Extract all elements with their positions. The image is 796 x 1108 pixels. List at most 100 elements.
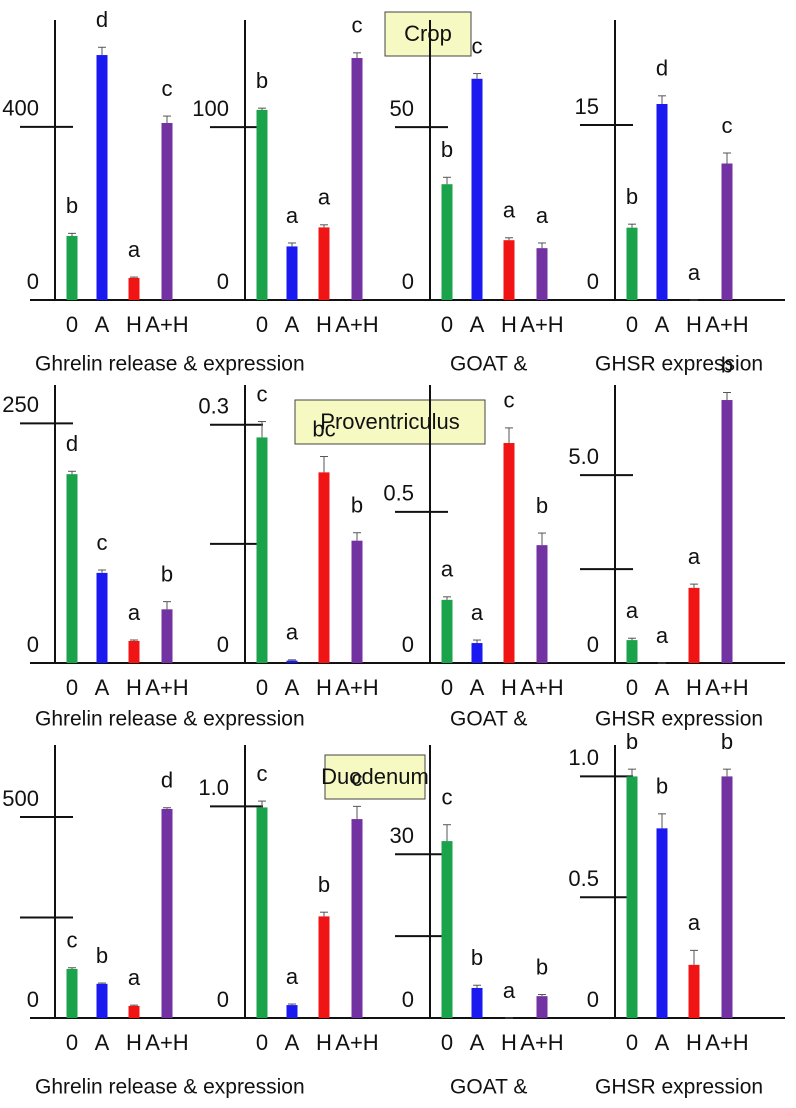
bar	[503, 443, 515, 663]
significance-letter: d	[66, 431, 78, 456]
x-tick-label: H	[686, 675, 702, 700]
x-tick-label: 0	[441, 1030, 453, 1055]
x-tick-label: H	[501, 1030, 517, 1055]
caption: Ghrelin release & expression	[35, 1076, 305, 1099]
bar	[688, 587, 700, 663]
significance-letter: b	[656, 774, 668, 799]
significance-letter: a	[471, 600, 484, 625]
bar	[286, 660, 298, 663]
bar	[626, 227, 638, 300]
x-tick-label: A+H	[705, 1030, 748, 1055]
x-tick-label: A	[95, 675, 110, 700]
significance-letter: c	[97, 530, 108, 555]
bar	[656, 104, 668, 300]
significance-letter: c	[442, 785, 453, 810]
y-tick-label: 0	[27, 987, 39, 1012]
bar	[96, 55, 108, 301]
bar	[256, 807, 268, 1018]
panel-title: Crop	[404, 21, 452, 46]
y-tick-label: 0	[217, 269, 229, 294]
y-tick-label: 0	[27, 632, 39, 657]
bar	[688, 964, 700, 1018]
significance-letter: b	[66, 193, 78, 218]
panel-title-box	[324, 754, 426, 800]
significance-letter: b	[536, 954, 548, 979]
y-tick-label: 1.0	[198, 775, 229, 800]
x-tick-label: 0	[256, 1030, 268, 1055]
significance-letter: c	[257, 761, 268, 786]
x-tick-label: 0	[441, 675, 453, 700]
caption: GOAT &	[450, 708, 527, 731]
x-tick-label: A	[655, 312, 670, 337]
caption: Ghrelin release & expression	[35, 353, 305, 376]
x-tick-label: A	[470, 1030, 485, 1055]
caption: GOAT &	[450, 353, 527, 376]
x-tick-label: H	[686, 1030, 702, 1055]
x-tick-label: H	[126, 1030, 142, 1055]
significance-letter: c	[162, 76, 173, 101]
bar	[351, 540, 363, 663]
x-tick-label: H	[686, 312, 702, 337]
x-tick-label: A	[285, 675, 300, 700]
significance-letter: c	[472, 33, 483, 58]
y-tick-label: 0	[402, 987, 414, 1012]
bar	[128, 1005, 140, 1018]
x-tick-label: H	[501, 312, 517, 337]
x-tick-label: H	[126, 312, 142, 337]
bar	[721, 163, 733, 300]
significance-letter: c	[352, 13, 363, 38]
bar	[536, 545, 548, 663]
x-tick-label: 0	[66, 675, 78, 700]
significance-letter: a	[128, 237, 141, 262]
caption: GHSR expression	[595, 1076, 763, 1099]
x-tick-label: A+H	[335, 1030, 378, 1055]
bar	[721, 400, 733, 663]
significance-letter: d	[656, 56, 668, 81]
x-tick-label: 0	[256, 312, 268, 337]
caption: GHSR expression	[595, 708, 763, 731]
y-tick-label: 1.0	[568, 745, 599, 770]
significance-letter: a	[128, 600, 141, 625]
bar	[351, 819, 363, 1018]
x-tick-label: 0	[626, 1030, 638, 1055]
y-tick-label: 0	[27, 269, 39, 294]
bar	[161, 808, 173, 1018]
y-tick-label: 0	[587, 269, 599, 294]
x-tick-label: A	[285, 312, 300, 337]
bar	[536, 248, 548, 300]
bar	[351, 58, 363, 301]
y-tick-label: 500	[2, 786, 39, 811]
bar	[721, 776, 733, 1018]
bar	[626, 776, 638, 1018]
x-tick-label: H	[316, 312, 332, 337]
significance-letter: b	[441, 137, 453, 162]
x-tick-label: A+H	[520, 675, 563, 700]
bar	[471, 78, 483, 300]
bar	[656, 828, 668, 1018]
significance-letter: a	[688, 910, 701, 935]
bar	[536, 996, 548, 1018]
x-tick-label: 0	[256, 675, 268, 700]
panel-title-box	[384, 11, 472, 57]
x-tick-label: 0	[626, 312, 638, 337]
caption: GOAT &	[450, 1076, 527, 1099]
significance-letter: a	[286, 203, 299, 228]
bar	[66, 474, 78, 663]
significance-letter: a	[536, 203, 549, 228]
y-tick-label: 100	[192, 96, 229, 121]
significance-letter: b	[536, 493, 548, 518]
significance-letter: d	[161, 768, 173, 793]
y-tick-label: 0	[217, 632, 229, 657]
y-tick-label: 5.0	[568, 444, 599, 469]
significance-letter: b	[721, 352, 733, 377]
x-tick-label: A+H	[145, 1030, 188, 1055]
y-tick-label: 30	[390, 823, 414, 848]
significance-letter: a	[503, 978, 516, 1003]
y-tick-label: 0.5	[568, 866, 599, 891]
bar	[66, 235, 78, 300]
bar	[318, 227, 330, 300]
x-tick-label: 0	[66, 1030, 78, 1055]
x-tick-label: A+H	[335, 675, 378, 700]
significance-letter: d	[96, 7, 108, 32]
